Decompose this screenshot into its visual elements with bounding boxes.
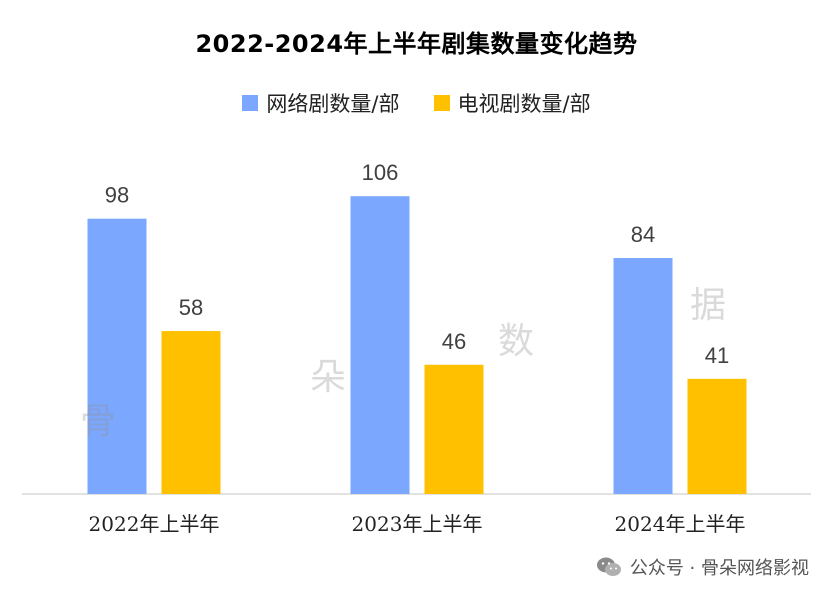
legend-swatch-tv xyxy=(433,95,450,111)
legend-item-tv: 电视剧数量/部 xyxy=(433,88,591,118)
data-label-net-3: 84 xyxy=(631,222,655,247)
x-tick-label-3: 2024年上半年 xyxy=(615,512,746,536)
data-label-net-1: 98 xyxy=(105,183,129,208)
bg-mark-4: 据 xyxy=(690,285,727,326)
data-label-tv-2: 46 xyxy=(442,329,466,354)
bg-mark-2: 朵 xyxy=(310,357,347,398)
data-label-tv-1: 58 xyxy=(179,295,203,320)
chart-title: 2022-2024年上半年剧集数量变化趋势 xyxy=(195,30,638,58)
bar-net-2 xyxy=(350,196,410,494)
footer-text: 公众号 · 骨朵网络影视 xyxy=(629,558,809,579)
bar-tv-2 xyxy=(424,364,484,494)
x-tick-label-2: 2023年上半年 xyxy=(352,512,483,536)
legend-label-net: 网络剧数量/部 xyxy=(266,92,400,116)
x-tick-label-1: 2022年上半年 xyxy=(89,512,220,536)
bar-tv-3 xyxy=(687,378,747,494)
legend-swatch-net xyxy=(242,95,259,111)
legend: 网络剧数量/部 电视剧数量/部 xyxy=(0,88,833,118)
footer-watermark: 公众号 · 骨朵网络影视 xyxy=(596,554,809,580)
data-label-net-2: 106 xyxy=(362,160,399,185)
data-label-tv-3: 41 xyxy=(705,343,729,368)
wechat-icon xyxy=(596,557,621,576)
bar-net-3 xyxy=(613,258,673,494)
bar-net-1 xyxy=(87,218,147,494)
bg-mark-1: 骨 xyxy=(80,401,117,442)
bg-mark-3: 数 xyxy=(498,321,535,362)
legend-label-tv: 电视剧数量/部 xyxy=(457,92,591,116)
bar-tv-1 xyxy=(161,331,221,494)
legend-item-net: 网络剧数量/部 xyxy=(242,88,400,118)
